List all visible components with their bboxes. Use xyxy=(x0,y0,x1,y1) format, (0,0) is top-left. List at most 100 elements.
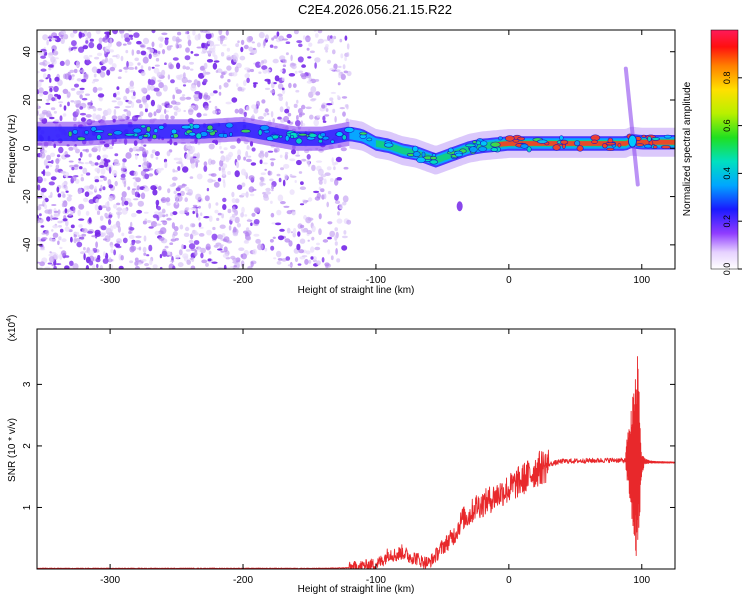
spectrogram-noise-mark xyxy=(159,114,165,121)
spectrogram-noise-mark xyxy=(213,90,218,94)
spectrogram-noise-mark xyxy=(107,179,112,186)
colorbar-label: Normalized spectral amplitude xyxy=(682,81,693,216)
spectrogram-noise-mark xyxy=(96,52,103,57)
spectrogram-noise-mark xyxy=(113,203,118,209)
spectrogram-noise-mark xyxy=(237,86,243,92)
spectrogram-noise-mark xyxy=(255,238,261,244)
spectrogram-noise-mark xyxy=(285,256,291,261)
spectrogram-noise-mark xyxy=(80,173,84,177)
spectrogram-noise-mark xyxy=(133,198,139,201)
spectrogram-noise-mark xyxy=(185,66,191,70)
spectrogram-noise-mark xyxy=(279,55,286,61)
spectrogram-y-tick-label: -40 xyxy=(22,237,33,252)
spectrogram-noise-mark xyxy=(216,234,223,240)
spectrogram-noise-mark xyxy=(333,63,338,70)
spectrogram-noise-mark xyxy=(62,113,67,117)
spectrogram-x-tick-label: 100 xyxy=(633,275,650,286)
spectrogram-noise-mark xyxy=(85,210,90,216)
spectrogram-noise-mark xyxy=(270,212,275,218)
spectrogram-noise-mark xyxy=(214,209,219,214)
spectrogram-noise-mark xyxy=(206,229,212,236)
spectrogram-noise-mark xyxy=(300,73,306,77)
spectrogram-noise-mark xyxy=(54,76,60,82)
spectrogram-noise-mark xyxy=(143,161,148,166)
spectrogram-noise-mark xyxy=(190,265,196,269)
spectrogram-noise-mark xyxy=(300,224,305,229)
spectrogram-noise-mark xyxy=(327,249,331,255)
snr-frame xyxy=(36,328,676,570)
spectrogram-noise-mark xyxy=(329,230,336,238)
snr-x-tick-label: 100 xyxy=(633,575,650,586)
spectrogram-noise-mark xyxy=(260,172,266,175)
spectrogram-noise-mark xyxy=(236,83,239,87)
spectrogram-noise-mark xyxy=(217,248,223,251)
spectrogram-noise-mark xyxy=(298,113,303,118)
spectrogram-noise-mark xyxy=(105,206,111,212)
spectrogram-ridge-mark xyxy=(412,145,419,153)
spectrogram-noise-mark xyxy=(39,261,45,267)
spectrogram-noise-mark xyxy=(132,177,139,180)
snr-plot-area xyxy=(37,329,675,569)
spectrogram-noise-mark xyxy=(248,186,255,193)
spectrogram-ridge-mark xyxy=(77,136,86,141)
spectrogram-ridge-mark xyxy=(192,123,201,130)
spectrogram-noise-mark xyxy=(265,187,271,192)
spectrogram-noise-mark xyxy=(114,106,120,109)
spectrogram-noise-mark xyxy=(71,46,78,50)
spectrogram-noise-mark xyxy=(277,83,284,90)
spectrogram-noise-mark xyxy=(221,169,226,177)
spectrogram-y-tick-label: 20 xyxy=(22,94,33,106)
spectrogram-noise-mark xyxy=(40,55,46,59)
spectrogram-noise-mark xyxy=(71,40,77,47)
spectrogram-y-label: Frequency (Hz) xyxy=(7,115,18,184)
spectrogram-noise-mark xyxy=(203,216,210,219)
spectrogram-noise-mark xyxy=(179,210,186,215)
spectrogram-noise-mark xyxy=(138,164,142,167)
spectrogram-noise-mark xyxy=(297,56,304,63)
spectrogram-noise-mark xyxy=(289,158,296,162)
spectrogram-noise-mark xyxy=(38,177,42,180)
spectrogram-noise-mark xyxy=(88,153,92,158)
spectrogram-noise-mark xyxy=(189,61,194,65)
spectrogram-noise-mark xyxy=(279,69,284,72)
spectrogram-ridge-mark xyxy=(188,132,196,137)
spectrogram-noise-mark xyxy=(78,158,82,161)
spectrogram-noise-mark xyxy=(188,239,194,244)
spectrogram-noise-mark xyxy=(120,32,124,39)
spectrogram-noise-mark xyxy=(182,166,189,173)
spectrogram-noise-mark xyxy=(124,37,131,43)
spectrogram-noise-mark xyxy=(112,224,117,230)
spectrogram-noise-mark xyxy=(292,83,297,88)
spectrogram-noise-mark xyxy=(64,265,70,269)
spectrogram-noise-mark xyxy=(53,35,60,39)
spectrogram-noise-mark xyxy=(238,108,244,115)
spectrogram-noise-mark xyxy=(205,243,211,251)
spectrogram-ridge-mark xyxy=(431,153,437,157)
spectrogram-noise-mark xyxy=(37,236,41,242)
spectrogram-noise-mark xyxy=(121,207,128,215)
spectrogram-noise-mark xyxy=(94,162,99,166)
spectrogram-noise-mark xyxy=(49,251,52,254)
spectrogram-noise-mark xyxy=(39,243,44,248)
spectrogram-noise-mark xyxy=(94,179,100,183)
spectrogram-noise-mark xyxy=(62,193,66,198)
spectrogram-noise-mark xyxy=(310,86,317,93)
spectrogram-noise-mark xyxy=(316,242,320,246)
spectrogram-noise-mark xyxy=(142,148,146,155)
spectrogram-noise-mark xyxy=(162,84,168,92)
spectrogram-noise-mark xyxy=(43,159,48,167)
spectrogram-noise-mark xyxy=(135,235,142,239)
spectrogram-noise-mark xyxy=(154,151,160,157)
spectrogram-noise-mark xyxy=(85,57,90,61)
spectrogram-noise-mark xyxy=(83,253,86,261)
spectrogram-noise-mark xyxy=(51,159,54,164)
spectrogram-noise-mark xyxy=(217,212,222,216)
spectrogram-noise-mark xyxy=(281,87,285,91)
spectrogram-noise-mark xyxy=(281,38,289,41)
colorbar-tick-label: 0.2 xyxy=(722,215,732,228)
spectrogram-ridge-mark xyxy=(641,134,647,138)
spectrogram-noise-mark xyxy=(64,226,70,232)
spectrogram-noise-mark xyxy=(306,154,311,160)
spectrogram-noise-mark xyxy=(64,185,68,191)
spectrogram-ridge-mark xyxy=(229,132,233,137)
